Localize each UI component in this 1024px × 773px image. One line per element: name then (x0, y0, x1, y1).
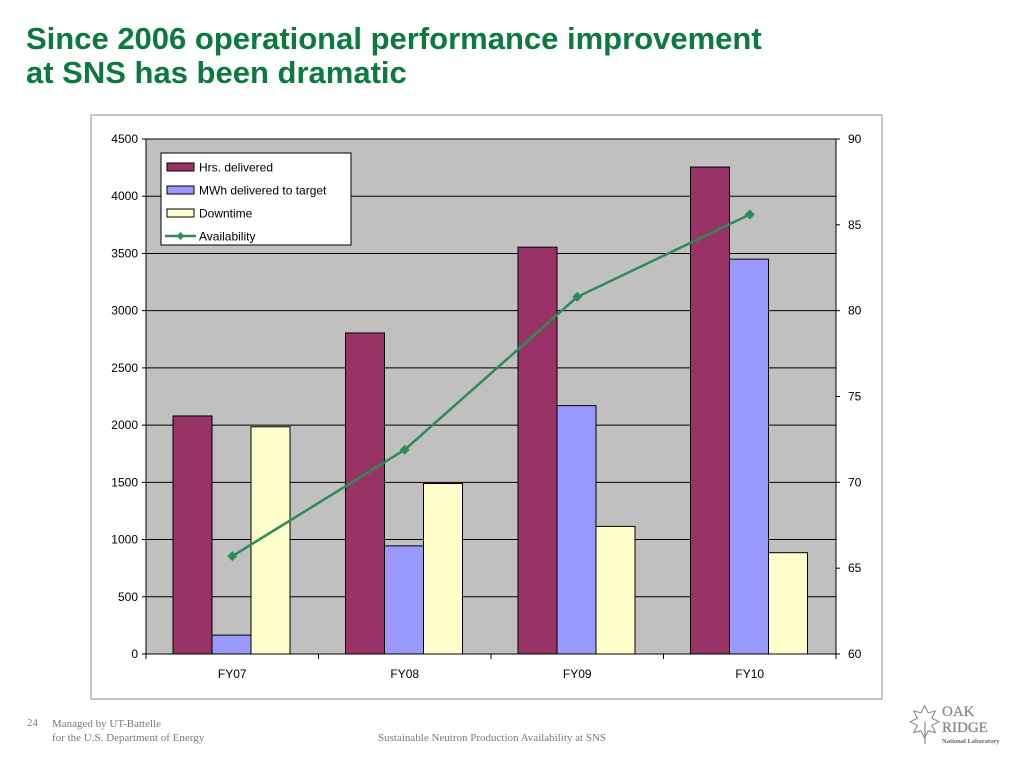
right-tick-label: 80 (848, 304, 862, 318)
legend-label: Downtime (199, 207, 253, 221)
slide-title-line-2: at SNS has been dramatic (26, 55, 407, 90)
slide-title: Since 2006 operational performance impro… (26, 22, 1006, 90)
bar-hrs-delivered (345, 332, 385, 655)
x-tick-label: FY07 (218, 667, 247, 681)
right-tick-label: 65 (848, 561, 862, 575)
availability-point (227, 551, 238, 562)
logo-text-line-3: National Laboratory (942, 738, 1000, 745)
availability-point (744, 209, 755, 220)
bar-downtime (595, 525, 636, 655)
legend-swatch (166, 208, 195, 218)
left-tick-label: 1000 (111, 533, 138, 547)
left-tick-label: 4000 (111, 189, 138, 203)
bar-hrs-delivered (690, 166, 730, 655)
left-tick-label: 1500 (111, 475, 138, 489)
availability-point (399, 444, 410, 455)
legend-label: Hrs. delivered (199, 161, 273, 175)
bar-mwh-delivered-to-target (729, 258, 769, 655)
bar-mwh-delivered-to-target (384, 545, 424, 655)
right-tick-label: 70 (848, 475, 862, 489)
left-tick-label: 500 (118, 590, 138, 604)
right-tick-label: 90 (848, 132, 862, 146)
x-tick-label: FY08 (390, 667, 419, 681)
managed-by-text: Managed by UT-Battelle for the U.S. Depa… (52, 717, 204, 745)
legend-label: MWh delivered to target (199, 184, 327, 198)
left-tick-label: 2500 (111, 361, 138, 375)
bar-mwh-delivered-to-target (211, 634, 252, 655)
leaf-icon (908, 704, 941, 744)
left-tick-label: 0 (131, 647, 138, 661)
logo-text-line-2: RIDGE (942, 720, 988, 736)
x-tick-label: FY09 (563, 667, 592, 681)
right-tick-label: 85 (848, 218, 862, 232)
bar-downtime (423, 482, 463, 655)
slide-title-line-1: Since 2006 operational performance impro… (26, 21, 762, 56)
left-tick-label: 3000 (111, 304, 138, 318)
page-number: 24 (27, 717, 38, 729)
x-tick-label: FY10 (735, 667, 764, 681)
right-tick-label: 60 (848, 647, 862, 661)
availability-point (572, 291, 583, 302)
bar-hrs-delivered (517, 246, 558, 655)
legend-swatch (166, 185, 195, 195)
managed-by-line-2: for the U.S. Department of Energy (52, 732, 205, 744)
availability-line (231, 213, 751, 558)
footer-caption: Sustainable Neutron Production Availabil… (378, 732, 607, 744)
legend-label: Availability (199, 230, 255, 244)
legend-marker (176, 232, 185, 240)
legend-swatch (166, 162, 195, 172)
bar-downtime (768, 552, 808, 655)
managed-by-line-1: Managed by UT-Battelle (52, 718, 161, 730)
logo-text-line-1: OAK (942, 704, 975, 720)
left-tick-label: 4500 (111, 132, 138, 146)
right-tick-label: 75 (848, 390, 862, 404)
left-tick-label: 2000 (111, 418, 138, 432)
bar-mwh-delivered-to-target (556, 405, 597, 655)
bar-hrs-delivered (172, 415, 213, 655)
oak-ridge-logo: OAK RIDGE National Laboratory (908, 704, 1000, 745)
left-tick-label: 3500 (111, 246, 138, 260)
